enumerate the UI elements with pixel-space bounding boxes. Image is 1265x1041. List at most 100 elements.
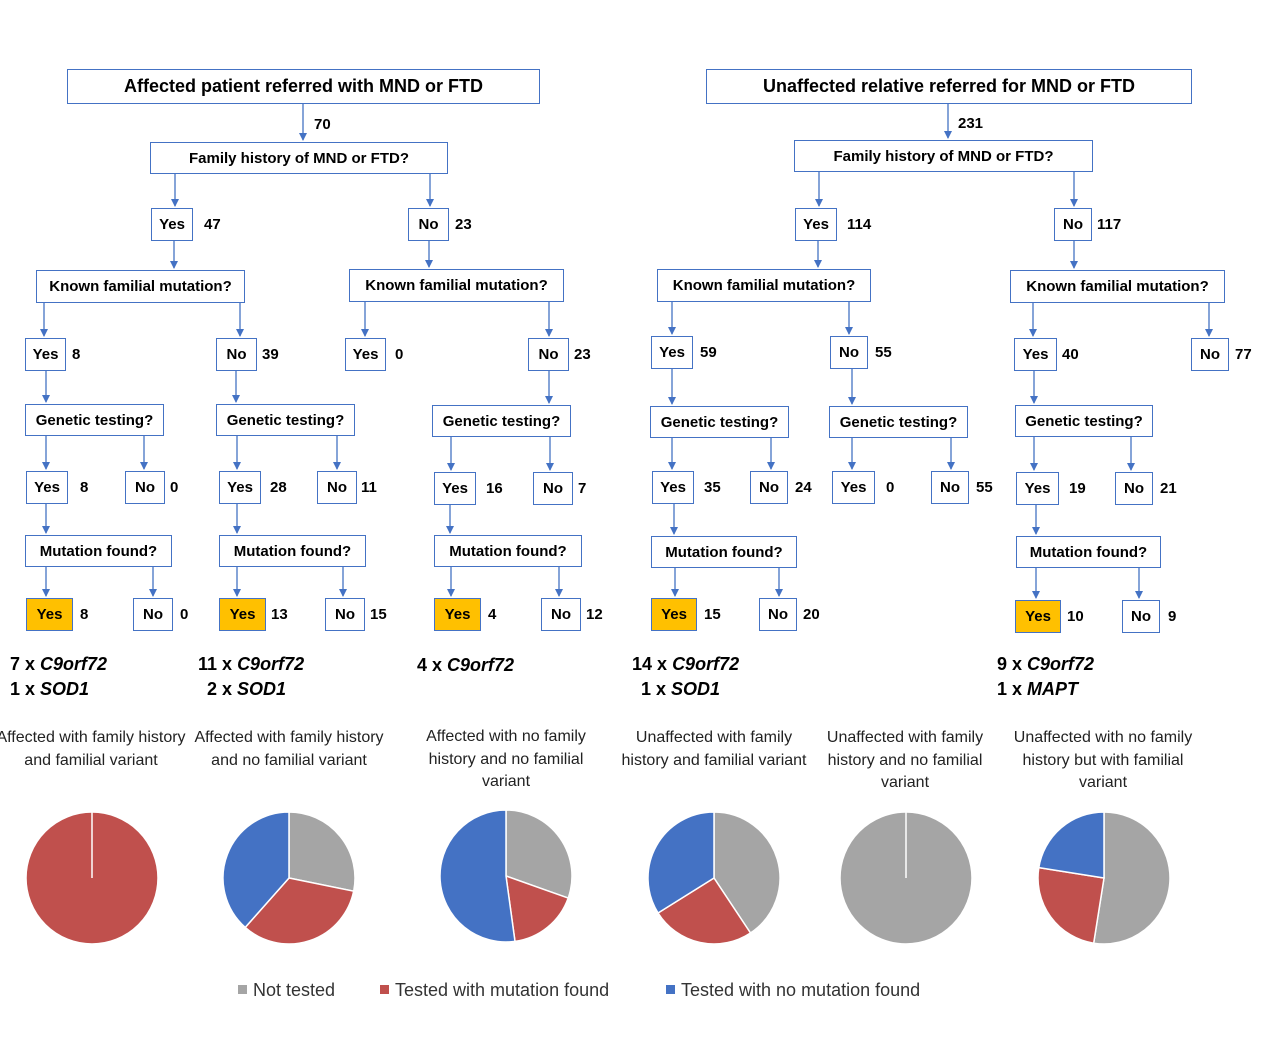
- slice-no-mutation: [1037, 811, 1105, 879]
- testing-yes-count: 19: [1069, 480, 1086, 497]
- gene-name: SOD1: [237, 679, 287, 699]
- mutation-count: 11 x: [198, 654, 233, 674]
- mutation-summary: 7 x C9orf72 1 x SOD1: [10, 652, 107, 702]
- testing-no-count: 55: [976, 479, 993, 496]
- known-no-count: 23: [574, 346, 591, 363]
- testing-no-count: 11: [361, 479, 377, 496]
- pie-chart: [222, 811, 356, 945]
- mutation-count: 1 x: [997, 679, 1023, 699]
- pie-chart: [839, 811, 973, 945]
- testing-no-count: 7: [578, 480, 587, 497]
- pie-title: Affected with family history and no fami…: [194, 729, 384, 769]
- mutation-summary: 11 x C9orf72 2 x SOD1: [198, 652, 304, 702]
- pie-title: Unaffected with family history and famil…: [621, 729, 807, 769]
- mutation-count: 1 x: [641, 679, 667, 699]
- mutation-yes-count: 8: [80, 606, 89, 623]
- slice-mutation-found: [505, 874, 570, 943]
- root-box-unaffected: Unaffected relative referred for MND or …: [706, 69, 1192, 104]
- genetic-testing-question: Genetic testing?: [432, 405, 571, 437]
- testing-yes-box: Yes: [219, 471, 261, 504]
- known-yes-box: Yes: [25, 338, 66, 371]
- legend-label: Tested with mutation found: [395, 980, 610, 1000]
- slice-no-mutation: [222, 811, 290, 929]
- pie-chart: [25, 811, 159, 945]
- known-no-count: 39: [262, 346, 279, 363]
- pie-chart: [1037, 811, 1171, 945]
- mutation-summary: 14 x C9orf72 1 x SOD1: [632, 652, 739, 702]
- known-yes-box: Yes: [345, 338, 386, 371]
- legend-swatch: [666, 984, 675, 994]
- mutation-yes-count: 13: [271, 606, 288, 623]
- mutation-summary: 4 x C9orf72: [417, 653, 514, 678]
- testing-no-count: 24: [795, 479, 812, 496]
- known-mutation-question: Known familial mutation?: [657, 269, 871, 302]
- known-mutation-question: Known familial mutation?: [1010, 270, 1225, 303]
- legend-item-not-tested: Not tested: [238, 980, 335, 1001]
- legend-item-no-mutation: Tested with no mutation found: [666, 980, 920, 1001]
- slice-no-mutation: [647, 811, 715, 915]
- mutation-no-box: No: [1122, 600, 1160, 633]
- mutation-no-count: 20: [803, 606, 820, 623]
- testing-yes-count: 0: [886, 479, 895, 496]
- pie-title: Unaffected with no family history but wi…: [1013, 729, 1193, 791]
- family-history-question: Family history of MND or FTD?: [150, 142, 448, 174]
- legend-swatch: [380, 984, 389, 994]
- mutation-yes-box: Yes: [1015, 600, 1061, 633]
- slice-mutation-found: [244, 877, 355, 945]
- mutation-count: 14 x: [632, 654, 668, 674]
- testing-no-count: 21: [1160, 480, 1177, 497]
- genetic-testing-question: Genetic testing?: [25, 404, 164, 436]
- pie-title: Affected with no family history and no f…: [426, 728, 586, 790]
- known-yes-count: 40: [1062, 346, 1079, 363]
- slice-no-mutation: [439, 809, 516, 943]
- genetic-testing-question: Genetic testing?: [216, 404, 355, 436]
- testing-no-box: No: [533, 472, 573, 505]
- mutation-yes-box: Yes: [26, 598, 73, 631]
- known-yes-count: 59: [700, 344, 717, 361]
- history-no-count: 117: [1097, 216, 1122, 233]
- testing-no-count: 0: [170, 479, 179, 496]
- mutation-yes-box: Yes: [651, 598, 697, 631]
- testing-yes-count: 8: [80, 479, 89, 496]
- known-mutation-question: Known familial mutation?: [349, 269, 564, 302]
- testing-no-box: No: [125, 471, 165, 504]
- gene-name: MAPT: [1027, 679, 1079, 699]
- root-box-affected: Affected patient referred with MND or FT…: [67, 69, 540, 104]
- slice-mutation-found: [657, 876, 752, 945]
- gene-name: C9orf72: [237, 654, 305, 674]
- mutation-count: 4 x: [417, 655, 443, 675]
- slice-not-tested: [288, 811, 356, 893]
- history-no-box: No: [408, 208, 449, 241]
- family-history-question: Family history of MND or FTD?: [794, 140, 1093, 172]
- testing-yes-box: Yes: [434, 472, 476, 505]
- mutation-no-box: No: [325, 598, 365, 631]
- slice-not-tested: [1092, 811, 1171, 945]
- gene-name: C9orf72: [1027, 654, 1095, 674]
- testing-yes-box: Yes: [652, 471, 694, 504]
- known-no-count: 77: [1235, 346, 1252, 363]
- known-mutation-question: Known familial mutation?: [36, 270, 245, 303]
- history-yes-count: 114: [847, 216, 872, 233]
- mutation-no-count: 12: [586, 606, 603, 623]
- testing-no-box: No: [317, 471, 357, 504]
- gene-name: C9orf72: [40, 654, 108, 674]
- gene-name: C9orf72: [672, 654, 740, 674]
- mutation-yes-count: 4: [488, 606, 497, 623]
- testing-yes-box: Yes: [26, 471, 68, 504]
- known-yes-box: Yes: [1014, 338, 1057, 371]
- history-yes-box: Yes: [151, 208, 193, 241]
- history-yes-count: 47: [204, 216, 221, 233]
- mutation-yes-count: 10: [1067, 608, 1084, 625]
- legend-item-mutation-found: Tested with mutation found: [380, 980, 609, 1001]
- mutation-found-question: Mutation found?: [1016, 536, 1161, 568]
- known-no-box: No: [528, 338, 569, 371]
- pie-chart: [439, 809, 573, 943]
- testing-yes-count: 35: [704, 479, 721, 496]
- pie-title: Affected with family history and familia…: [0, 729, 186, 769]
- mutation-no-box: No: [759, 598, 797, 631]
- slice-mutation-found: [1037, 866, 1105, 945]
- known-no-box: No: [1191, 338, 1229, 371]
- legend-label: Tested with no mutation found: [681, 980, 921, 1000]
- known-no-box: No: [830, 336, 868, 369]
- mutation-no-box: No: [133, 598, 173, 631]
